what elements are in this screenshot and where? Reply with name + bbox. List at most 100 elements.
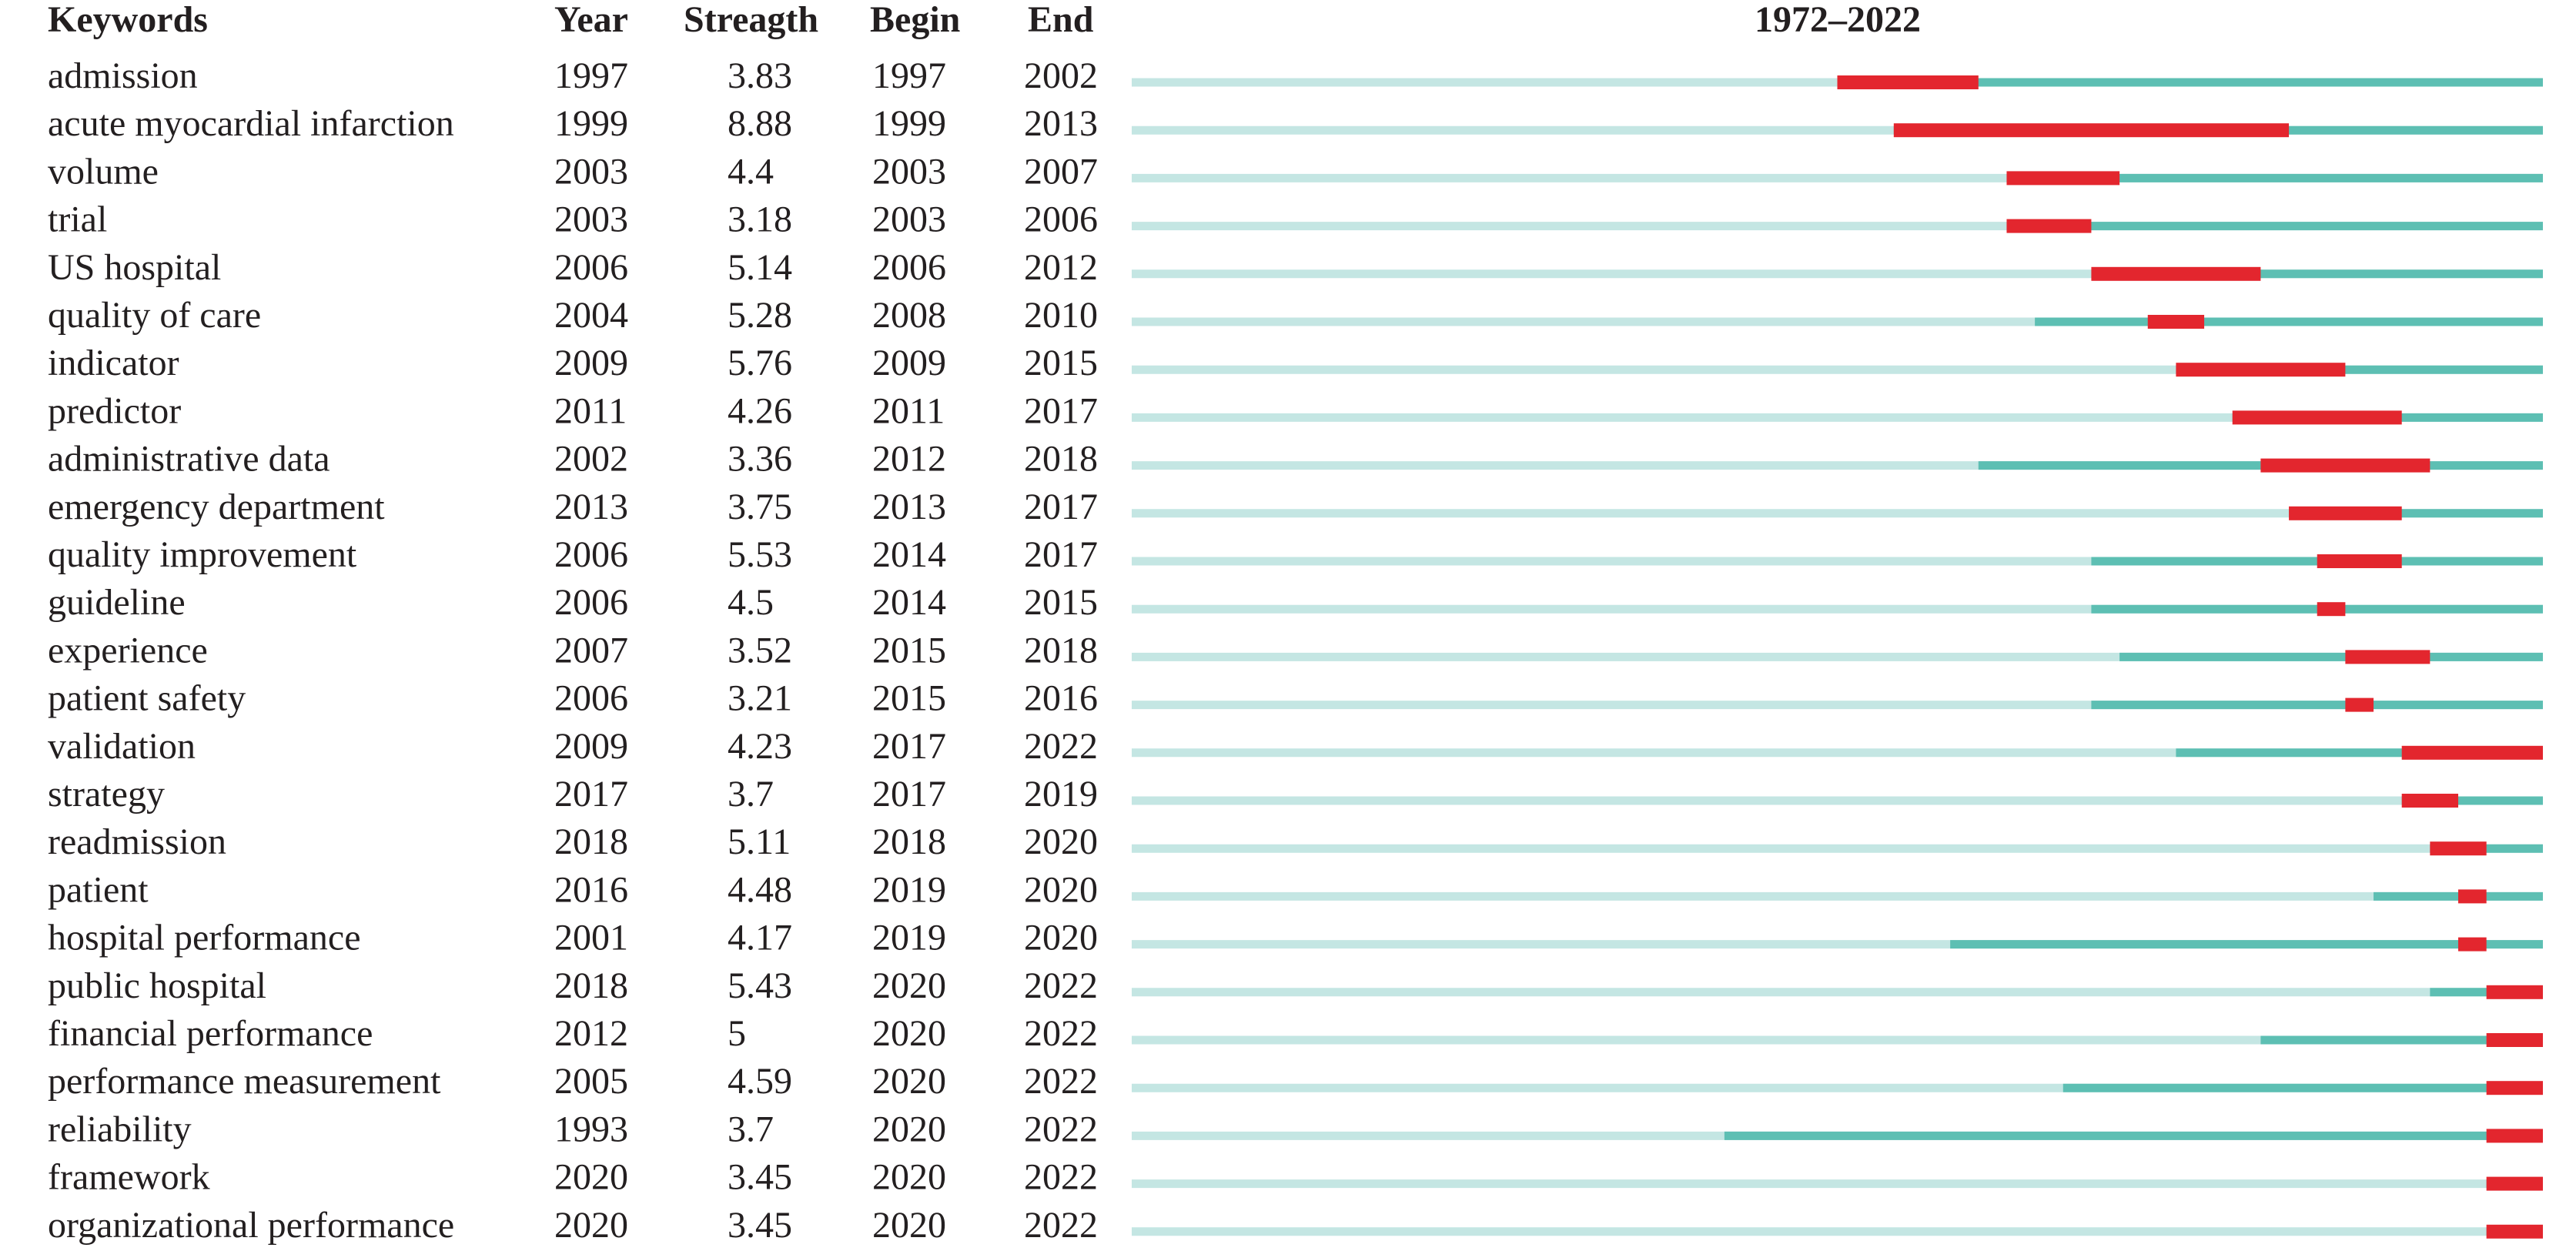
year: 2018	[554, 965, 628, 1006]
end: 2012	[1024, 247, 1098, 288]
burst-span	[2006, 171, 2120, 186]
keyword: hospital performance	[48, 918, 361, 958]
end: 2022	[1024, 1205, 1098, 1246]
burst-span	[2486, 1081, 2543, 1095]
burst-span	[2260, 458, 2430, 473]
begin: 2008	[872, 295, 946, 336]
end: 2010	[1024, 295, 1098, 336]
year: 1999	[554, 103, 628, 144]
column-header: Begin	[870, 0, 960, 40]
strength: 3.21	[728, 678, 792, 719]
keyword: financial performance	[48, 1013, 373, 1054]
year: 2001	[554, 918, 628, 958]
end: 2002	[1024, 55, 1098, 96]
keyword: performance measurement	[48, 1061, 441, 1102]
year: 2009	[554, 726, 628, 767]
end: 2015	[1024, 343, 1098, 383]
burst-span	[2486, 1129, 2543, 1143]
strength: 4.5	[728, 582, 774, 623]
burst-span	[2091, 266, 2261, 281]
end: 2017	[1024, 390, 1098, 431]
begin: 2012	[872, 439, 946, 480]
keyword: readmission	[48, 821, 226, 862]
begin: 2020	[872, 1157, 946, 1198]
keyword: quality improvement	[48, 534, 357, 575]
year: 2006	[554, 534, 628, 575]
end: 2019	[1024, 774, 1098, 814]
keyword: emergency department	[48, 487, 385, 527]
burst-span	[2345, 650, 2430, 664]
burst-span	[2486, 1224, 2543, 1239]
end: 2013	[1024, 103, 1098, 144]
strength: 3.36	[728, 439, 792, 480]
year: 2020	[554, 1205, 628, 1246]
end: 2016	[1024, 678, 1098, 719]
keyword: indicator	[48, 343, 179, 383]
burst-span	[2317, 602, 2346, 617]
end: 2022	[1024, 1013, 1098, 1054]
begin: 2014	[872, 534, 946, 575]
keyword: framework	[48, 1157, 210, 1198]
strength: 3.45	[728, 1205, 792, 1246]
keyword: trial	[48, 199, 107, 240]
year: 2006	[554, 247, 628, 288]
burst-span	[2345, 697, 2374, 712]
burst-span	[2401, 745, 2543, 760]
year: 2003	[554, 199, 628, 240]
burst-span	[2458, 937, 2487, 952]
end: 2022	[1024, 726, 1098, 767]
keyword: admission	[48, 55, 198, 96]
begin: 2003	[872, 151, 946, 192]
end: 2022	[1024, 1157, 1098, 1198]
begin: 2013	[872, 487, 946, 527]
strength: 5.76	[728, 343, 792, 383]
strength: 3.52	[728, 630, 792, 671]
period-label: 1972–2022	[1755, 0, 1921, 40]
burst-span	[1837, 75, 1979, 89]
strength: 5	[728, 1013, 746, 1054]
strength: 3.83	[728, 55, 792, 96]
strength: 4.59	[728, 1061, 792, 1102]
begin: 2019	[872, 869, 946, 910]
year: 2017	[554, 774, 628, 814]
begin: 2020	[872, 1109, 946, 1149]
strength: 4.23	[728, 726, 792, 767]
burst-span	[2458, 889, 2487, 904]
begin: 1999	[872, 103, 946, 144]
begin: 2017	[872, 774, 946, 814]
column-header: Keywords	[48, 0, 208, 40]
strength: 4.4	[728, 151, 774, 192]
end: 2006	[1024, 199, 1098, 240]
begin: 2017	[872, 726, 946, 767]
end: 2018	[1024, 630, 1098, 671]
strength: 3.45	[728, 1157, 792, 1198]
burst-span	[2430, 841, 2487, 856]
begin: 2019	[872, 918, 946, 958]
begin: 2020	[872, 1013, 946, 1054]
keyword: public hospital	[48, 965, 266, 1006]
end: 2017	[1024, 534, 1098, 575]
begin: 2020	[872, 1205, 946, 1246]
year: 2003	[554, 151, 628, 192]
keyword: strategy	[48, 774, 165, 814]
strength: 4.26	[728, 390, 792, 431]
keyword: experience	[48, 630, 208, 671]
strength: 5.28	[728, 295, 792, 336]
year: 2012	[554, 1013, 628, 1054]
year: 2006	[554, 678, 628, 719]
column-header: Streagth	[684, 0, 818, 40]
strength: 5.53	[728, 534, 792, 575]
burst-span	[2486, 1033, 2543, 1047]
year: 2007	[554, 630, 628, 671]
year: 2018	[554, 821, 628, 862]
end: 2022	[1024, 1061, 1098, 1102]
end: 2018	[1024, 439, 1098, 480]
end: 2022	[1024, 965, 1098, 1006]
begin: 2009	[872, 343, 946, 383]
burst-span	[2176, 363, 2346, 377]
end: 2020	[1024, 821, 1098, 862]
burst-span	[2317, 554, 2402, 568]
keyword: US hospital	[48, 247, 221, 288]
strength: 3.7	[728, 774, 774, 814]
